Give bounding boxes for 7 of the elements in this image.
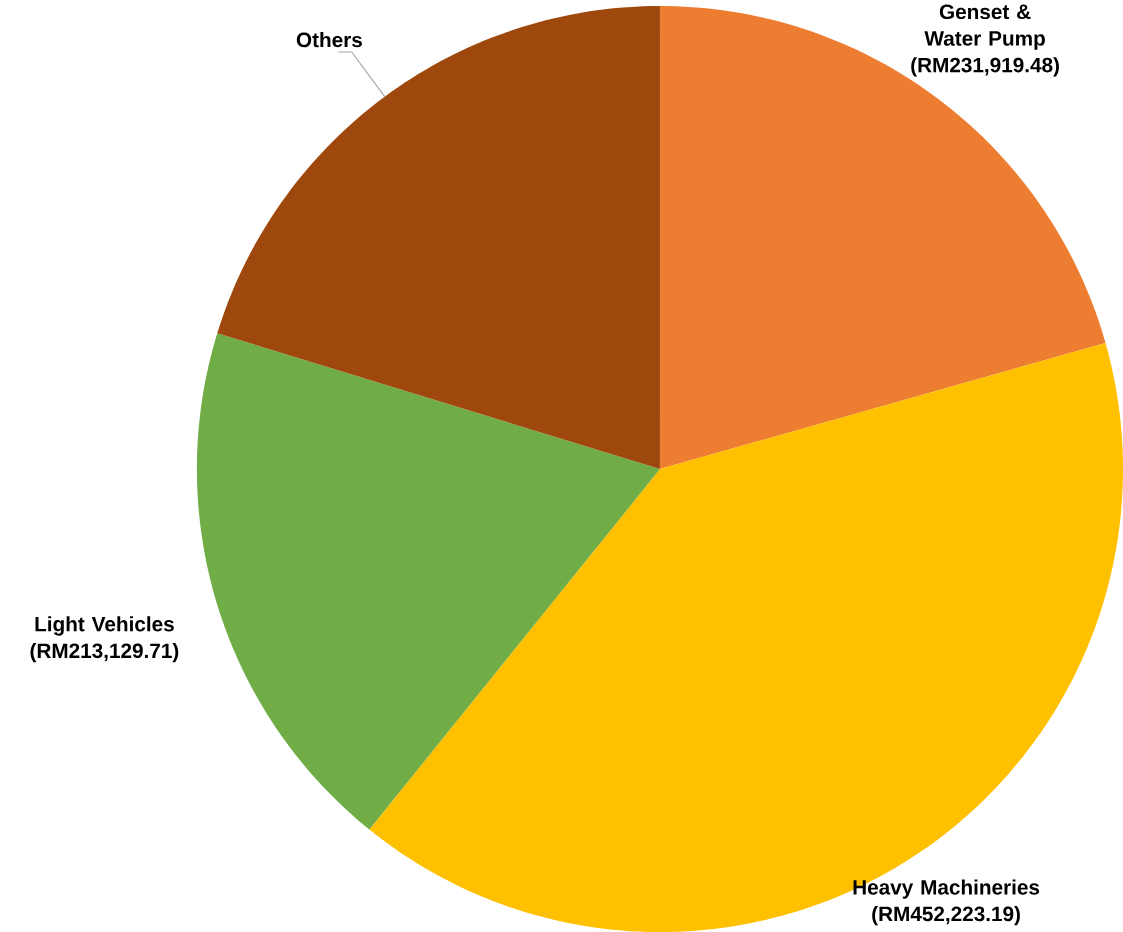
data-label: (RM213,129.71) bbox=[30, 642, 179, 663]
slice-label: Genset & Water Pump bbox=[924, 4, 1045, 50]
slice-label: Others bbox=[296, 31, 362, 48]
slice-label: Light Vehicles bbox=[35, 616, 174, 636]
data-label: (RM452,223.19) bbox=[872, 906, 1020, 926]
slice-label: Heavy Machineries bbox=[853, 879, 1040, 899]
data-label: (RM231,919.48) bbox=[911, 57, 1059, 77]
